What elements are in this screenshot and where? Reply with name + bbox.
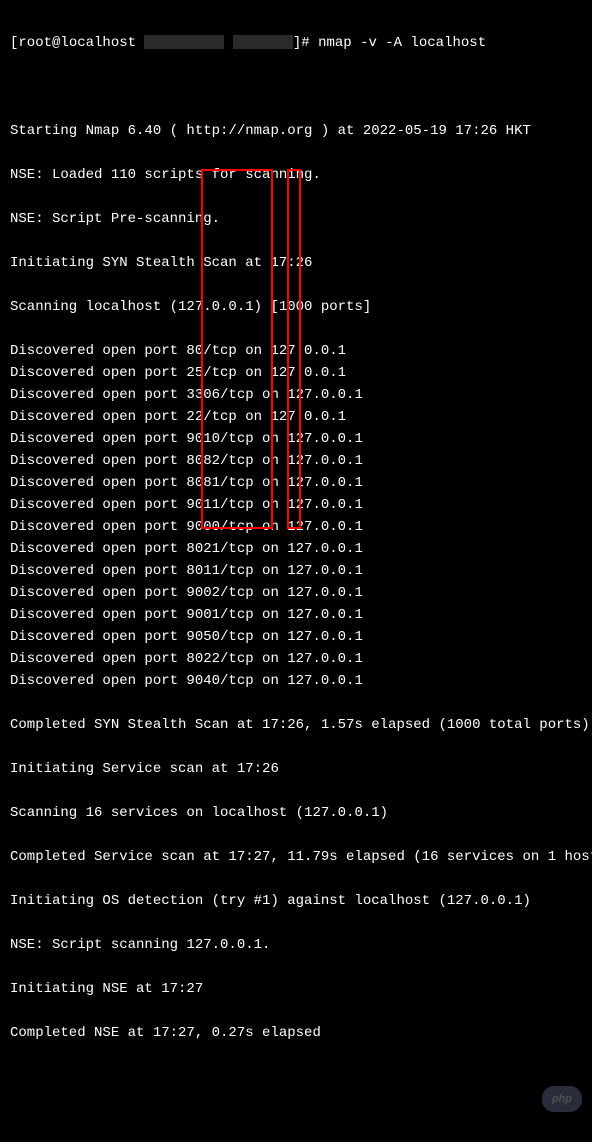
terminal-output: [root@localhost ]# nmap -v -A localhost … — [10, 10, 582, 1132]
php-badge-icon: php — [542, 1086, 582, 1112]
discovered-port-line: Discovered open port 9010/tcp on 127.0.0… — [10, 428, 582, 450]
discovered-port-line: Discovered open port 9050/tcp on 127.0.0… — [10, 626, 582, 648]
discovered-port-line: Discovered open port 8082/tcp on 127.0.0… — [10, 450, 582, 472]
discovered-port-line: Discovered open port 25/tcp on 127.0.0.1 — [10, 362, 582, 384]
discovered-port-line: Discovered open port 9002/tcp on 127.0.0… — [10, 582, 582, 604]
discovered-port-line: Discovered open port 3306/tcp on 127.0.0… — [10, 384, 582, 406]
discovered-ports-block: Discovered open port 80/tcp on 127.0.0.1… — [10, 340, 582, 692]
output-line: Initiating NSE at 17:27 — [10, 978, 582, 1000]
discovered-port-line: Discovered open port 9040/tcp on 127.0.0… — [10, 670, 582, 692]
discovered-port-line: Discovered open port 9000/tcp on 127.0.0… — [10, 516, 582, 538]
output-line: NSE: Script Pre-scanning. — [10, 208, 582, 230]
output-line: NSE: Script scanning 127.0.0.1. — [10, 934, 582, 956]
output-line: Starting Nmap 6.40 ( http://nmap.org ) a… — [10, 120, 582, 142]
watermark: php — [542, 1086, 582, 1112]
discovered-port-line: Discovered open port 9001/tcp on 127.0.0… — [10, 604, 582, 626]
blank-line — [10, 76, 582, 98]
output-line: Initiating SYN Stealth Scan at 17:26 — [10, 252, 582, 274]
output-line: Completed NSE at 17:27, 0.27s elapsed — [10, 1022, 582, 1044]
user-host: root@localhost — [18, 35, 136, 51]
discovered-port-line: Discovered open port 8022/tcp on 127.0.0… — [10, 648, 582, 670]
discovered-port-line: Discovered open port 8021/tcp on 127.0.0… — [10, 538, 582, 560]
prompt-line: [root@localhost ]# nmap -v -A localhost — [10, 32, 582, 54]
output-line: Completed SYN Stealth Scan at 17:26, 1.5… — [10, 714, 582, 736]
discovered-port-line: Discovered open port 22/tcp on 127.0.0.1 — [10, 406, 582, 428]
redacted-block — [144, 35, 224, 49]
discovered-port-line: Discovered open port 8081/tcp on 127.0.0… — [10, 472, 582, 494]
output-line: Initiating Service scan at 17:26 — [10, 758, 582, 780]
prompt-suffix: ]# — [293, 35, 310, 51]
discovered-port-line: Discovered open port 80/tcp on 127.0.0.1 — [10, 340, 582, 362]
output-line: Completed Service scan at 17:27, 11.79s … — [10, 846, 582, 868]
discovered-port-line: Discovered open port 9011/tcp on 127.0.0… — [10, 494, 582, 516]
output-line: Initiating OS detection (try #1) against… — [10, 890, 582, 912]
command-text: nmap -v -A localhost — [318, 35, 486, 51]
output-line: Scanning localhost (127.0.0.1) [1000 por… — [10, 296, 582, 318]
redacted-block — [233, 35, 293, 49]
output-line: NSE: Loaded 110 scripts for scanning. — [10, 164, 582, 186]
output-line: Scanning 16 services on localhost (127.0… — [10, 802, 582, 824]
discovered-port-line: Discovered open port 8011/tcp on 127.0.0… — [10, 560, 582, 582]
